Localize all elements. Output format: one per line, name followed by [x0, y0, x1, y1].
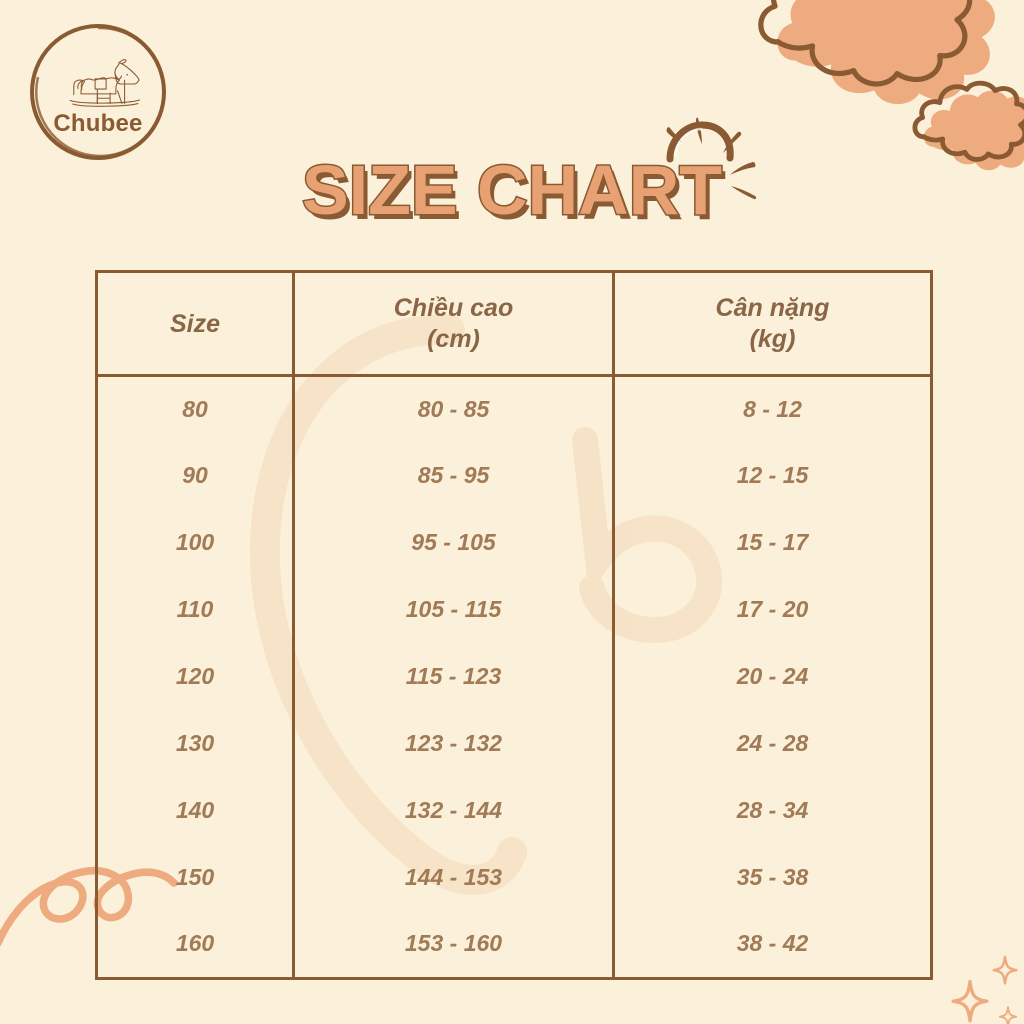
svg-text:Chubee: Chubee [53, 110, 142, 137]
